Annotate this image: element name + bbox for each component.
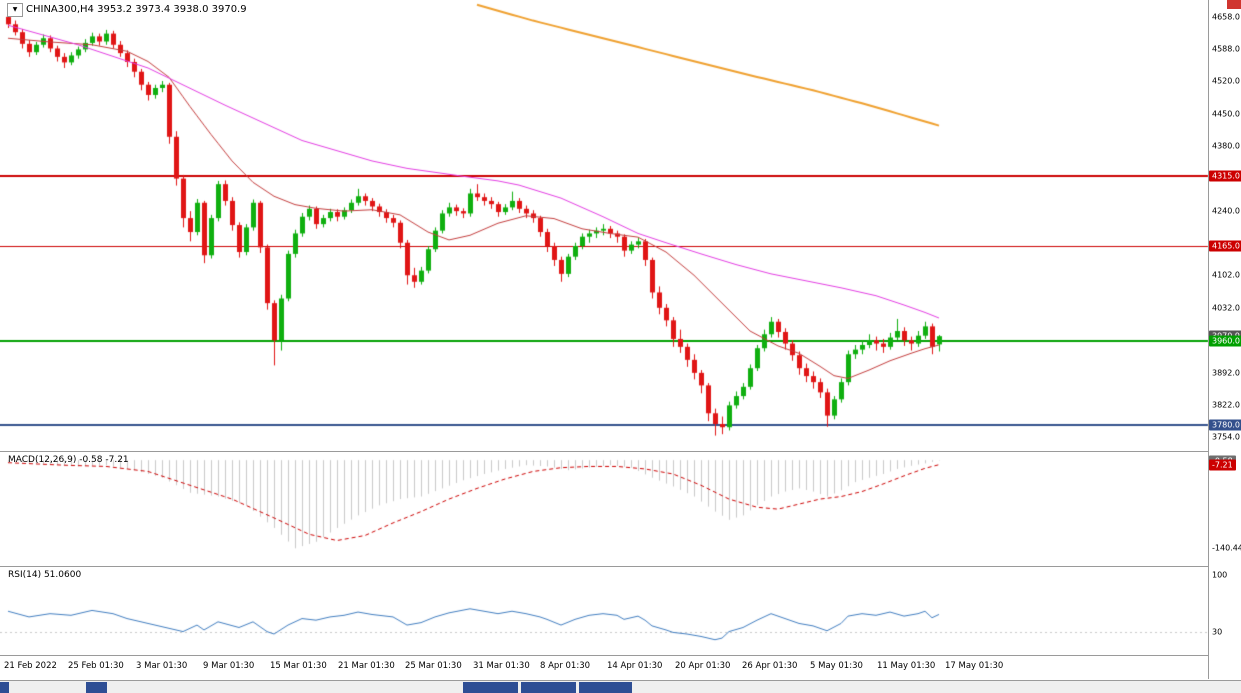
time-axis-separator (0, 655, 1209, 656)
panel-separator[interactable] (0, 451, 1209, 452)
time-axis-label: 20 Apr 01:30 (675, 661, 731, 671)
price-axis-label: 4032.0 (1212, 303, 1240, 313)
time-axis-label: 25 Mar 01:30 (405, 661, 462, 671)
time-axis-label: 5 May 01:30 (810, 661, 863, 671)
bottom-taskbar (0, 680, 1241, 693)
time-axis-label: 8 Apr 01:30 (540, 661, 591, 671)
dropdown-triangle-icon: ▼ (12, 6, 18, 13)
price-axis-label: 4658.0 (1212, 12, 1240, 22)
rsi-axis-label: 30 (1212, 627, 1223, 637)
time-axis-label: 26 Apr 01:30 (742, 661, 798, 671)
price-axis-label: 3822.0 (1212, 400, 1240, 410)
taskbar-segment[interactable] (521, 682, 576, 693)
taskbar-segment[interactable] (579, 682, 632, 693)
rsi-axis-label: 100 (1212, 570, 1228, 580)
price-axis-label: 4102.0 (1212, 270, 1240, 280)
macd-axis-label: -140.44 (1212, 543, 1241, 553)
price-axis-label: 4380.0 (1212, 141, 1240, 151)
time-axis-label: 14 Apr 01:30 (607, 661, 663, 671)
time-axis-label: 17 May 01:30 (945, 661, 1004, 671)
price-tag: 3780.0 (1209, 419, 1241, 431)
time-axis-label: 25 Feb 01:30 (68, 661, 124, 671)
time-axis-label: 21 Mar 01:30 (338, 661, 395, 671)
price-axis-label: 3892.0 (1212, 368, 1240, 378)
taskbar-segment[interactable] (463, 682, 518, 693)
time-axis-label: 3 Mar 01:30 (136, 661, 188, 671)
price-tag: 3960.0 (1209, 335, 1241, 347)
rsi-indicator-label: RSI(14) 51.0600 (8, 570, 82, 580)
price-axis-label: 4520.0 (1212, 76, 1240, 86)
time-axis-label: 21 Feb 2022 (4, 661, 57, 671)
window-close-button[interactable] (1227, 0, 1241, 9)
time-axis-label: 11 May 01:30 (877, 661, 936, 671)
taskbar-segment[interactable] (86, 682, 107, 693)
time-axis-label: 9 Mar 01:30 (203, 661, 255, 671)
price-axis-label: 4450.0 (1212, 109, 1240, 119)
time-axis-label: 31 Mar 01:30 (473, 661, 530, 671)
macd-indicator-label: MACD(12,26,9) -0.58 -7.21 (8, 455, 129, 465)
price-axis-label: 3754.0 (1212, 432, 1240, 442)
taskbar-segment[interactable] (0, 682, 9, 693)
macd-value-tag: -7.21 (1209, 459, 1236, 471)
price-tag: 4165.0 (1209, 240, 1241, 252)
chart-title: CHINA300,H4 3953.2 3973.4 3938.0 3970.9 (26, 4, 247, 15)
price-axis-label: 4240.0 (1212, 206, 1240, 216)
time-axis-label: 15 Mar 01:30 (270, 661, 327, 671)
price-tag: 4315.0 (1209, 170, 1241, 182)
price-axis-line (1208, 0, 1209, 679)
price-axis-label: 4588.0 (1212, 44, 1240, 54)
panel-separator[interactable] (0, 566, 1209, 567)
symbol-dropdown-button[interactable]: ▼ (7, 3, 23, 17)
